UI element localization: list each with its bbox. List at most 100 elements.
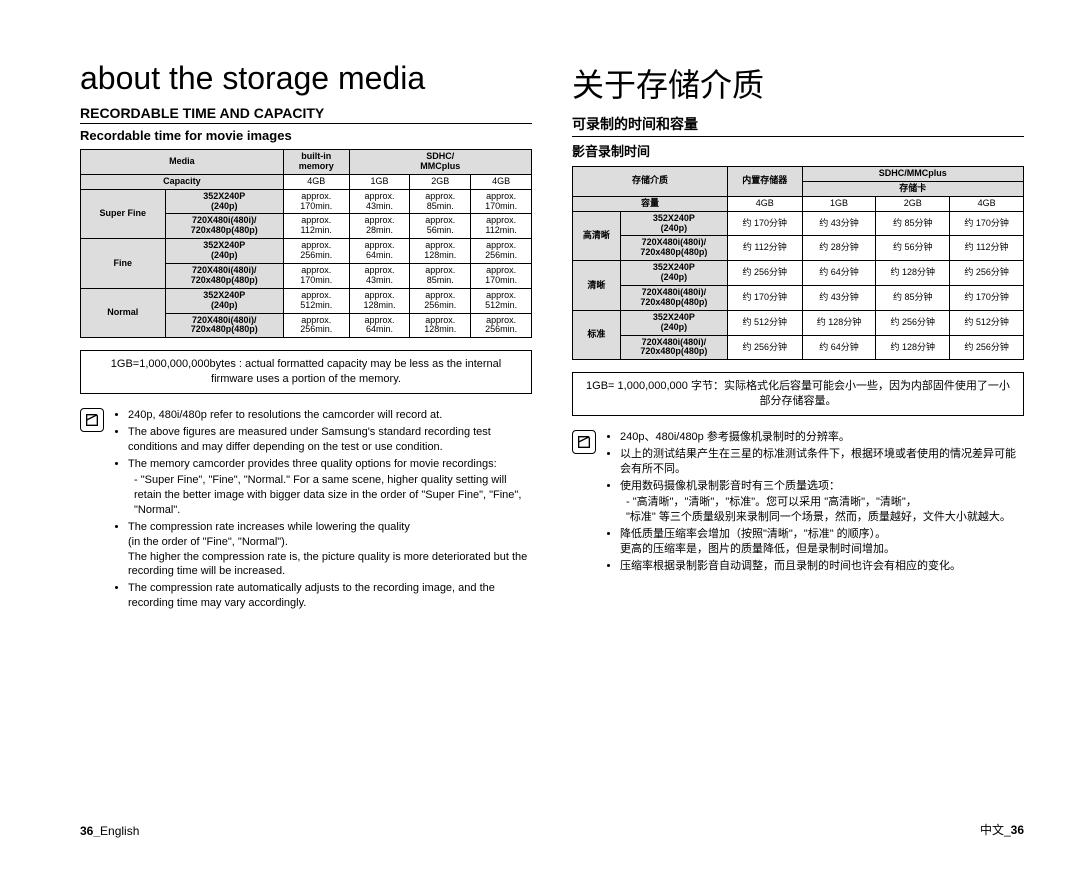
res-a-sf-zh: 352X240P (240p) bbox=[620, 211, 727, 236]
note-subitem: - "高清晰"，"清晰"，"标准"。您可以采用 "高清晰"，"清晰"， "标准"… bbox=[626, 495, 1024, 525]
cap-1gb: 1GB bbox=[349, 174, 410, 189]
cap-4gb-a: 4GB bbox=[283, 174, 349, 189]
note-item-text: 使用数码摄像机录制影音时有三个质量选项： bbox=[620, 480, 840, 492]
cell: 约 512分钟 bbox=[950, 310, 1024, 335]
cell: approx. 256min. bbox=[471, 239, 532, 264]
footer-lang-zh: 中文_ bbox=[980, 823, 1011, 837]
cell: 约 85分钟 bbox=[876, 211, 950, 236]
cell: 约 112分钟 bbox=[728, 236, 803, 261]
cell: approx. 512min. bbox=[283, 288, 349, 313]
cell: approx. 56min. bbox=[410, 214, 471, 239]
footer-right: 中文_36 bbox=[980, 821, 1024, 838]
footer-lang-en: English bbox=[100, 824, 139, 838]
cell: approx. 85min. bbox=[410, 264, 471, 289]
cap-2gb-zh: 2GB bbox=[876, 196, 950, 211]
note-item: 240p, 480i/480p refer to resolutions the… bbox=[128, 408, 532, 423]
notes-list-en: 240p, 480i/480p refer to resolutions the… bbox=[110, 408, 532, 613]
cell: approx. 128min. bbox=[410, 239, 471, 264]
res-a-no-zh: 352X240P (240p) bbox=[620, 310, 727, 335]
cell: 约 128分钟 bbox=[876, 335, 950, 360]
note-item: 使用数码摄像机录制影音时有三个质量选项： - "高清晰"，"清晰"，"标准"。您… bbox=[620, 479, 1024, 526]
recordable-time-table-zh: 存储介质 内置存储器 SDHC/MMCplus 存储卡 容量 4GB 1GB 2… bbox=[572, 166, 1024, 360]
cell: 约 256分钟 bbox=[728, 261, 803, 286]
q-fine-zh: 清晰 bbox=[573, 261, 621, 311]
note-icon bbox=[572, 430, 596, 454]
cell: approx. 256min. bbox=[471, 313, 532, 338]
subheading-en: Recordable time for movie images bbox=[80, 128, 532, 143]
th-sdhc-top-zh: SDHC/MMCplus bbox=[802, 167, 1023, 182]
cell: 约 256分钟 bbox=[950, 261, 1024, 286]
cell: approx. 85min. bbox=[410, 189, 471, 214]
heading-zh: 可录制的时间和容量 bbox=[572, 114, 1024, 137]
note-item: The compression rate increases while low… bbox=[128, 520, 532, 579]
note-item: The memory camcorder provides three qual… bbox=[128, 457, 532, 518]
cell: 约 256分钟 bbox=[876, 310, 950, 335]
cell: 约 112分钟 bbox=[950, 236, 1024, 261]
res-b-sf: 720X480i(480i)/ 720x480p(480p) bbox=[165, 214, 283, 239]
cap-4gb-b: 4GB bbox=[471, 174, 532, 189]
res-a-sf: 352X240P (240p) bbox=[165, 189, 283, 214]
cell: 约 256分钟 bbox=[728, 335, 803, 360]
page-title-zh: 关于存储介质 bbox=[572, 60, 1024, 106]
res-b-fi: 720X480i(480i)/ 720x480p(480p) bbox=[165, 264, 283, 289]
q-fine: Fine bbox=[81, 239, 166, 289]
res-a-fi-zh: 352X240P (240p) bbox=[620, 261, 727, 286]
cell: approx. 43min. bbox=[349, 189, 410, 214]
cap-4gb-a-zh: 4GB bbox=[728, 196, 803, 211]
cell: 约 64分钟 bbox=[802, 335, 876, 360]
q-superfine-zh: 高清晰 bbox=[573, 211, 621, 261]
th-media-zh: 存储介质 bbox=[573, 167, 728, 197]
cell: approx. 128min. bbox=[349, 288, 410, 313]
res-b-no-zh: 720X480i(480i)/ 720x480p(480p) bbox=[620, 335, 727, 360]
cell: approx. 512min. bbox=[471, 288, 532, 313]
cell: approx. 64min. bbox=[349, 239, 410, 264]
cell: 约 64分钟 bbox=[802, 261, 876, 286]
note-item: The compression rate automatically adjus… bbox=[128, 581, 532, 611]
page-title-en: about the storage media bbox=[80, 60, 532, 97]
th-media: Media bbox=[81, 150, 284, 175]
cell: 约 128分钟 bbox=[876, 261, 950, 286]
note-item: 以上的测试结果产生在三星的标准测试条件下，根据环境或者使用的情况差异可能会有所不… bbox=[620, 447, 1024, 477]
cell: approx. 28min. bbox=[349, 214, 410, 239]
cap-4gb-b-zh: 4GB bbox=[950, 196, 1024, 211]
notebox-zh: 1GB= 1,000,000,000 字节：实际格式化后容量可能会小一些，因为内… bbox=[572, 372, 1024, 416]
cell: 约 170分钟 bbox=[950, 286, 1024, 311]
heading-en: RECORDABLE TIME AND CAPACITY bbox=[80, 105, 532, 124]
cell: approx. 43min. bbox=[349, 264, 410, 289]
note-item: 降低质量压缩率会增加（按照"清晰"，"标准" 的顺序）。 更高的压缩率是，图片的… bbox=[620, 527, 1024, 557]
subheading-zh: 影音录制时间 bbox=[572, 141, 1024, 160]
cell: 约 43分钟 bbox=[802, 286, 876, 311]
cell: 约 256分钟 bbox=[950, 335, 1024, 360]
th-sdhc: SDHC/ MMCplus bbox=[349, 150, 531, 175]
note-item-text: The memory camcorder provides three qual… bbox=[128, 458, 497, 470]
th-builtin-zh: 内置存储器 bbox=[728, 167, 803, 197]
cell: approx. 256min. bbox=[283, 239, 349, 264]
cell: 约 170分钟 bbox=[728, 286, 803, 311]
th-sdhc-bot-zh: 存储卡 bbox=[802, 181, 1023, 196]
cell: approx. 112min. bbox=[471, 214, 532, 239]
res-b-no: 720X480i(480i)/ 720x480p(480p) bbox=[165, 313, 283, 338]
footer-left: 36_English bbox=[80, 824, 139, 838]
th-capacity: Capacity bbox=[81, 174, 284, 189]
cell: approx. 256min. bbox=[410, 288, 471, 313]
note-item: 240p、480i/480p 参考摄像机录制时的分辨率。 bbox=[620, 430, 1024, 445]
cell: 约 170分钟 bbox=[728, 211, 803, 236]
cell: approx. 128min. bbox=[410, 313, 471, 338]
res-a-fi: 352X240P (240p) bbox=[165, 239, 283, 264]
recordable-time-table-en: Media built-in memory SDHC/ MMCplus Capa… bbox=[80, 149, 532, 338]
cell: 约 128分钟 bbox=[802, 310, 876, 335]
notebox-en: 1GB=1,000,000,000bytes : actual formatte… bbox=[80, 350, 532, 394]
th-capacity-zh: 容量 bbox=[573, 196, 728, 211]
q-superfine: Super Fine bbox=[81, 189, 166, 239]
q-normal: Normal bbox=[81, 288, 166, 338]
note-item: 压缩率根据录制影音自动调整，而且录制的时间也许会有相应的变化。 bbox=[620, 559, 1024, 574]
cell: 约 56分钟 bbox=[876, 236, 950, 261]
cap-2gb: 2GB bbox=[410, 174, 471, 189]
cell: approx. 170min. bbox=[471, 264, 532, 289]
cell: approx. 170min. bbox=[471, 189, 532, 214]
cell: approx. 64min. bbox=[349, 313, 410, 338]
cell: approx. 112min. bbox=[283, 214, 349, 239]
cell: 约 512分钟 bbox=[728, 310, 803, 335]
notes-list-zh: 240p、480i/480p 参考摄像机录制时的分辨率。 以上的测试结果产生在三… bbox=[602, 430, 1024, 576]
cell: approx. 170min. bbox=[283, 264, 349, 289]
